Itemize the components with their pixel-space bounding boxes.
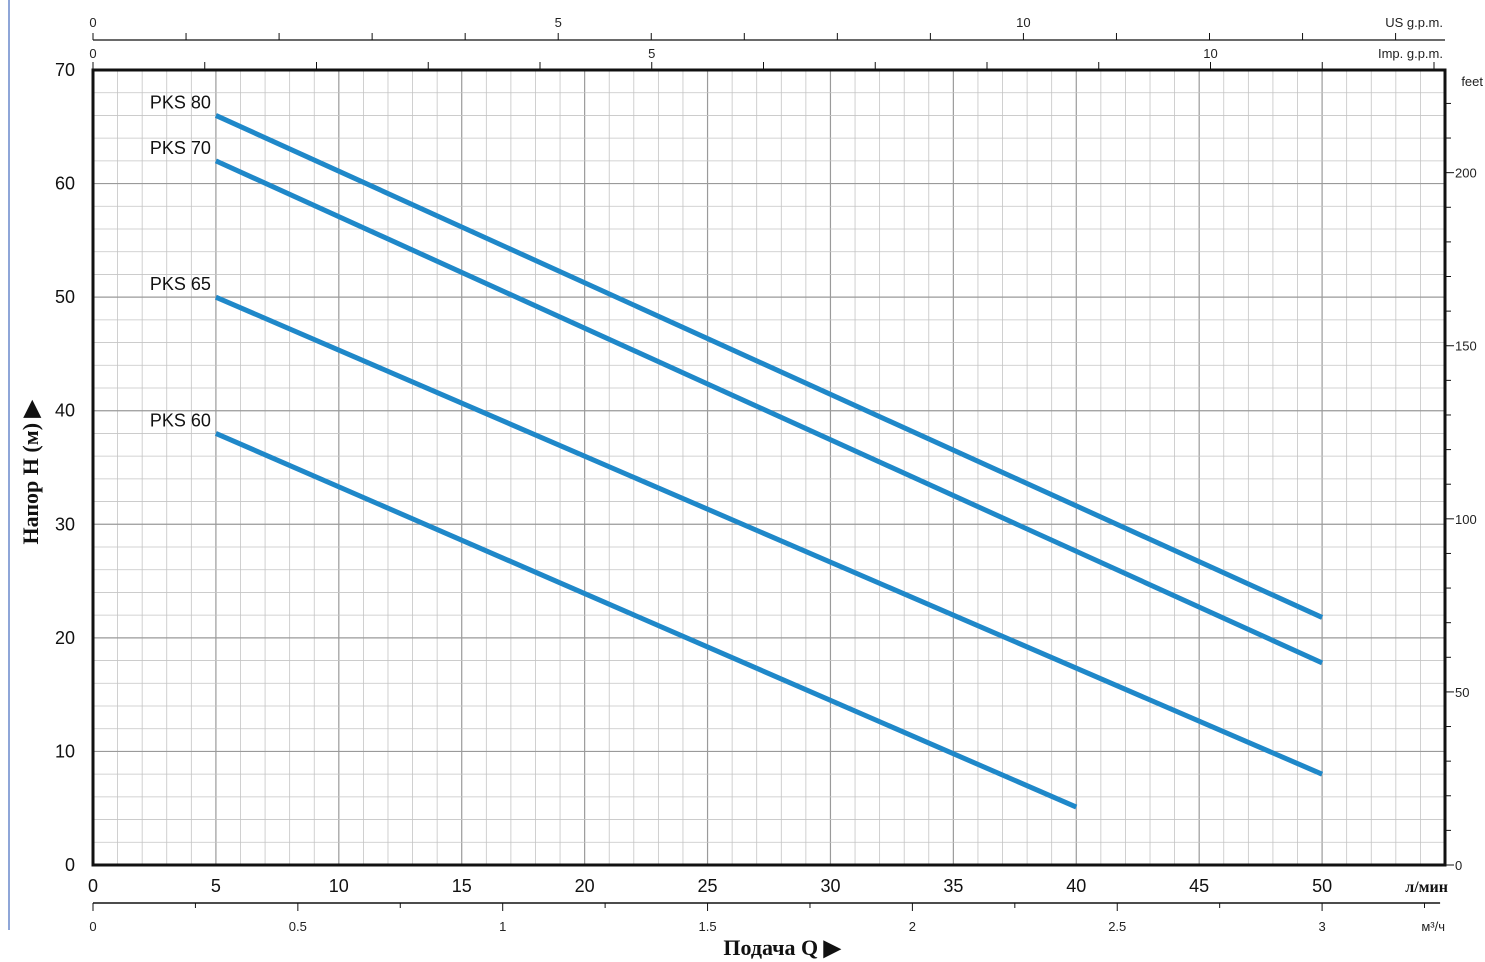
y-axis-title: Напор H (м) ▶ xyxy=(18,399,43,544)
y-tick-label: 60 xyxy=(55,174,75,194)
x-tick-label: 10 xyxy=(329,876,349,896)
series-line xyxy=(214,113,1324,620)
series-line xyxy=(214,431,1078,810)
series-label: PKS 65 xyxy=(150,274,211,294)
feet-tick-label: 50 xyxy=(1455,685,1469,700)
y-tick-label: 70 xyxy=(55,60,75,80)
chart-grid: 0 10 20 30 40 50 60 70 xyxy=(55,60,1446,875)
y-tick-label: 30 xyxy=(55,514,75,534)
x-tick-label: 30 xyxy=(820,876,840,896)
x-tick-label: 25 xyxy=(698,876,718,896)
us-gpm-unit-label: US g.p.m. xyxy=(1385,15,1443,30)
x-axis-title: Подача Q ▶ xyxy=(723,935,841,960)
imp-gpm-tick-label: 0 xyxy=(89,46,96,61)
series-line xyxy=(214,294,1324,777)
m3h-tick-label: 0.5 xyxy=(289,919,307,934)
y-tick-label: 10 xyxy=(55,741,75,761)
series-label: PKS 70 xyxy=(150,138,211,158)
feet-tick-label: 200 xyxy=(1455,166,1477,181)
x-tick-label: 35 xyxy=(943,876,963,896)
m3h-tick-label: 1 xyxy=(499,919,506,934)
series-group: PKS 80 PKS 70 PKS 65 PKS 60 xyxy=(150,92,1324,810)
m3h-unit-label: м³/ч xyxy=(1421,919,1445,934)
series-line xyxy=(214,158,1324,666)
feet-tick-label: 150 xyxy=(1455,339,1477,354)
y-tick-label: 0 xyxy=(65,855,75,875)
imp-gpm-tick-label: 5 xyxy=(648,46,655,61)
m3h-tick-label: 3 xyxy=(1318,919,1325,934)
m3h-tick-label: 2.5 xyxy=(1108,919,1126,934)
feet-tick-label: 100 xyxy=(1455,512,1477,527)
m3h-tick-label: 0 xyxy=(89,919,96,934)
plot-frame xyxy=(91,68,1447,867)
imp-gpm-unit-label: Imp. g.p.m. xyxy=(1378,46,1443,61)
series-label: PKS 60 xyxy=(150,410,211,430)
us-gpm-tick-label: 5 xyxy=(555,15,562,30)
x-tick-label: 20 xyxy=(575,876,595,896)
x-tick-label: 5 xyxy=(211,876,221,896)
bottom-axes: 0 5 10 15 20 25 30 35 40 45 50 л/мин 0 0.5 1 1.5 2 2.5 3 м³… xyxy=(88,876,1448,934)
y-tick-label: 40 xyxy=(55,401,75,421)
x-unit-label: л/мин xyxy=(1405,879,1448,896)
x-tick-label: 50 xyxy=(1312,876,1332,896)
x-tick-label: 15 xyxy=(452,876,472,896)
x-tick-label: 45 xyxy=(1189,876,1209,896)
top-axes: 0 5 10 US g.p.m. 0 5 10 Imp. g.p.m. xyxy=(89,15,1445,70)
y-tick-label: 50 xyxy=(55,287,75,307)
feet-axis: 0 50 100 150 200 feet xyxy=(1445,74,1483,873)
series-label: PKS 80 xyxy=(150,92,211,112)
us-gpm-tick-label: 10 xyxy=(1016,15,1030,30)
m3h-tick-label: 1.5 xyxy=(699,919,717,934)
x-tick-label: 0 xyxy=(88,876,98,896)
us-gpm-tick-label: 0 xyxy=(89,15,96,30)
feet-unit-label: feet xyxy=(1461,74,1483,89)
left-margin-rule xyxy=(8,0,10,930)
imp-gpm-tick-label: 10 xyxy=(1203,46,1217,61)
m3h-tick-label: 2 xyxy=(909,919,916,934)
y-tick-label: 20 xyxy=(55,628,75,648)
feet-tick-label: 0 xyxy=(1455,858,1462,873)
x-tick-label: 40 xyxy=(1066,876,1086,896)
